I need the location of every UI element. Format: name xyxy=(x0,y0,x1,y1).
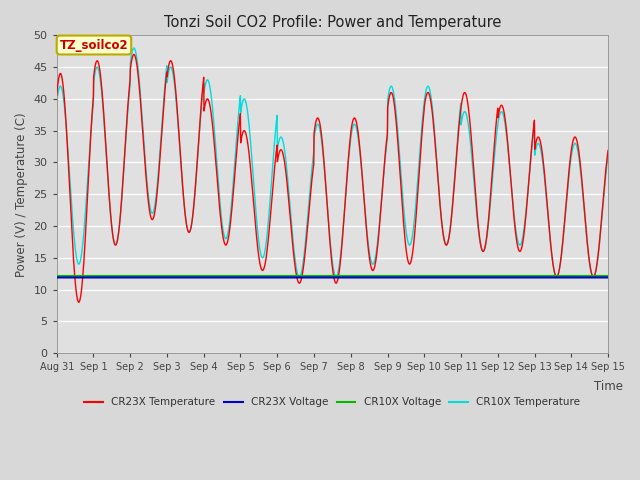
Legend: CR23X Temperature, CR23X Voltage, CR10X Voltage, CR10X Temperature: CR23X Temperature, CR23X Voltage, CR10X … xyxy=(80,393,584,411)
X-axis label: Time: Time xyxy=(593,380,623,393)
Text: TZ_soilco2: TZ_soilco2 xyxy=(60,38,128,51)
Y-axis label: Power (V) / Temperature (C): Power (V) / Temperature (C) xyxy=(15,112,28,276)
Title: Tonzi Soil CO2 Profile: Power and Temperature: Tonzi Soil CO2 Profile: Power and Temper… xyxy=(164,15,501,30)
